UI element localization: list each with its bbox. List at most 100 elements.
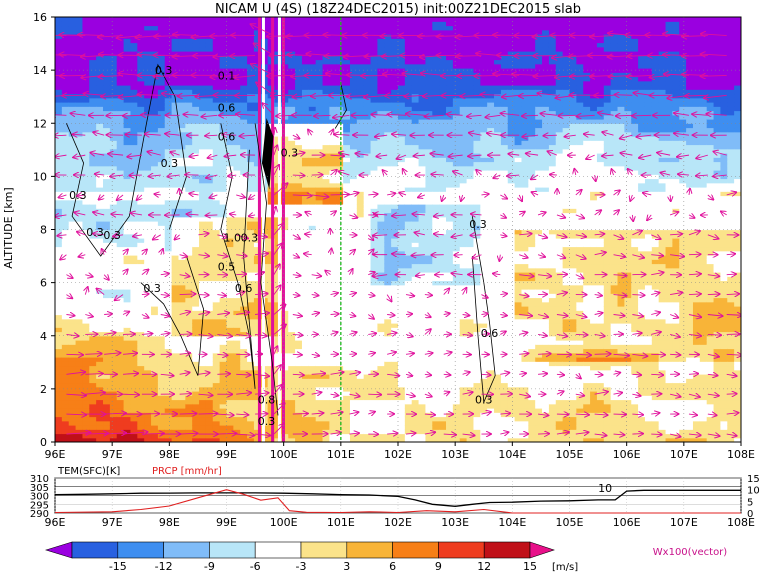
field-cell <box>144 187 152 192</box>
field-cell <box>247 327 255 333</box>
field-cell <box>322 352 330 358</box>
field-cell <box>75 72 84 78</box>
field-cell <box>68 136 77 141</box>
field-cell <box>96 335 104 341</box>
field-cell <box>82 80 90 86</box>
field-cell <box>192 195 200 201</box>
field-cell <box>219 318 228 324</box>
field-cell <box>247 263 255 269</box>
field-cell <box>247 38 255 44</box>
field-cell <box>103 38 111 44</box>
field-cell <box>137 284 145 290</box>
field-cell <box>82 102 90 107</box>
field-cell <box>96 80 104 86</box>
field-cell <box>356 327 365 333</box>
field-cell <box>205 46 214 52</box>
field-cell <box>212 280 221 286</box>
field-cell <box>377 148 385 154</box>
field-cell <box>219 306 228 311</box>
field-cell <box>343 204 351 209</box>
field-cell <box>109 153 118 158</box>
field-cell <box>308 386 317 392</box>
field-cell <box>322 233 330 239</box>
field-cell <box>349 170 358 175</box>
field-cell <box>226 106 234 112</box>
field-cell <box>349 59 358 65</box>
field-cell <box>226 144 234 150</box>
field-cell <box>171 195 180 201</box>
field-cell <box>343 284 351 290</box>
field-cell <box>55 369 63 375</box>
field-cell <box>295 318 303 324</box>
field-cell <box>240 374 248 379</box>
field-cell <box>356 29 365 35</box>
field-cell <box>288 412 296 418</box>
field-cell <box>322 89 330 95</box>
field-cell <box>185 386 193 392</box>
field-cell <box>199 378 207 384</box>
field-cell <box>233 263 241 269</box>
field-cell <box>233 301 241 307</box>
field-cell <box>61 357 70 362</box>
field-cell <box>288 331 296 337</box>
field-cell <box>75 250 84 256</box>
field-cell <box>301 335 310 341</box>
field-cell <box>199 399 207 405</box>
field-cell <box>356 225 365 231</box>
field-cell <box>370 318 379 324</box>
field-cell <box>96 306 104 311</box>
field-cell <box>178 80 186 86</box>
field-cell <box>301 123 310 129</box>
field-cell <box>212 306 221 311</box>
field-cell <box>199 361 207 367</box>
field-cell <box>212 182 221 188</box>
field-cell <box>233 437 241 442</box>
field-cell <box>226 127 234 133</box>
field-cell <box>123 161 132 167</box>
field-cell <box>384 204 392 209</box>
field-cell <box>178 46 186 52</box>
field-cell <box>281 382 289 388</box>
field-cell <box>233 365 241 371</box>
field-cell <box>137 335 145 341</box>
field-cell <box>301 46 310 52</box>
field-cell <box>329 191 337 197</box>
field-cell <box>356 242 365 248</box>
field-cell <box>295 425 303 430</box>
field-cell <box>253 276 262 282</box>
field-cell <box>164 97 173 103</box>
field-cell <box>164 110 173 116</box>
field-cell <box>329 280 337 286</box>
field-cell <box>295 284 303 290</box>
field-cell <box>363 250 372 256</box>
field-cell <box>199 131 207 137</box>
field-cell <box>109 280 118 286</box>
field-cell <box>343 437 351 442</box>
field-cell <box>55 63 63 69</box>
field-cell <box>295 80 303 86</box>
field-cell <box>164 89 173 95</box>
field-cell <box>130 106 138 112</box>
field-cell <box>185 238 193 243</box>
field-cell <box>322 425 330 430</box>
field-cell <box>370 301 379 307</box>
field-cell <box>377 204 385 209</box>
field-cell <box>253 429 262 435</box>
field-cell <box>212 369 221 375</box>
field-cell <box>363 225 372 231</box>
field-cell <box>75 365 84 371</box>
field-cell <box>349 297 358 303</box>
field-cell <box>199 263 207 269</box>
field-cell <box>137 289 145 294</box>
field-cell <box>61 272 70 277</box>
field-cell <box>349 399 358 405</box>
field-cell <box>205 114 214 120</box>
field-cell <box>363 297 372 303</box>
field-cell <box>192 318 200 324</box>
field-cell <box>205 182 214 188</box>
field-cell <box>295 119 303 124</box>
field-cell <box>384 395 392 401</box>
field-cell <box>281 195 289 201</box>
field-cell <box>144 238 152 243</box>
field-cell <box>233 276 241 282</box>
